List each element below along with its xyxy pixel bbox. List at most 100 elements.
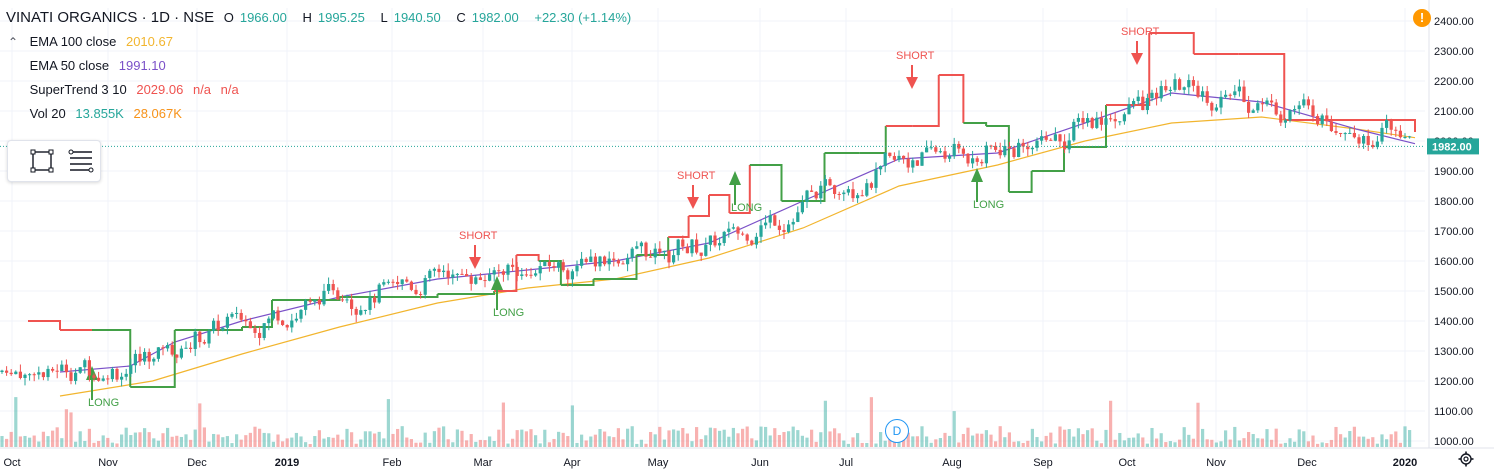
chevron-up-icon[interactable]: ⌃ bbox=[7, 35, 19, 49]
volume-bar bbox=[741, 428, 745, 447]
ohlc-open: O 1966.00 bbox=[223, 10, 287, 25]
symbol-title[interactable]: VINATI ORGANICS · 1D · NSE bbox=[6, 9, 215, 26]
price-tick-label: 1000.00 bbox=[1434, 436, 1474, 448]
candle-body bbox=[23, 374, 27, 378]
candle-body bbox=[304, 300, 308, 310]
time-tick-label: Jun bbox=[751, 457, 769, 469]
candle-body bbox=[667, 250, 671, 263]
volume-bar bbox=[823, 400, 827, 447]
short-signal: SHORT bbox=[677, 170, 716, 209]
candle-body bbox=[55, 370, 59, 372]
candle-body bbox=[368, 297, 372, 310]
volume-bar bbox=[166, 427, 170, 447]
candle-body bbox=[1145, 98, 1149, 111]
candle-body bbox=[1352, 132, 1356, 138]
volume-bar bbox=[837, 433, 841, 447]
short-signal: SHORT bbox=[1121, 26, 1160, 65]
volume-bar bbox=[78, 431, 82, 447]
candle-body bbox=[653, 248, 657, 258]
volume-bar bbox=[69, 412, 73, 447]
volume-bar bbox=[570, 405, 574, 447]
candle-body bbox=[396, 281, 400, 285]
exclamation-icon[interactable]: ! bbox=[1413, 9, 1431, 27]
price-tick-label: 1100.00 bbox=[1434, 406, 1473, 418]
volume-bar bbox=[41, 431, 45, 447]
candle-body bbox=[1178, 79, 1182, 90]
volume-bar bbox=[253, 426, 257, 447]
candle-body bbox=[299, 309, 303, 319]
volume-bar bbox=[97, 441, 101, 447]
candle-body bbox=[363, 309, 367, 311]
candle-body bbox=[317, 299, 321, 305]
candle-body bbox=[354, 308, 358, 315]
volume-bar bbox=[957, 442, 961, 447]
volume-bar bbox=[851, 437, 855, 447]
candle-body bbox=[534, 273, 538, 276]
volume-bar bbox=[28, 437, 32, 447]
volume-bar bbox=[1132, 437, 1136, 447]
volume-bar bbox=[244, 435, 248, 447]
candle-body bbox=[1394, 129, 1398, 131]
legend-supertrend[interactable]: SuperTrend 3 10 2029.06 n/a n/a bbox=[6, 78, 637, 102]
ema50-value: 1991.10 bbox=[118, 58, 166, 73]
volume-bar bbox=[639, 439, 643, 447]
supertrend-segment bbox=[1031, 147, 1065, 172]
volume-bar bbox=[892, 440, 896, 447]
volume-bar bbox=[764, 426, 768, 447]
supertrend-segment bbox=[938, 74, 965, 123]
legend-ema50[interactable]: EMA 50 close 1991.10 bbox=[6, 54, 637, 78]
candle-body bbox=[630, 248, 634, 258]
volume-bar bbox=[754, 440, 758, 447]
volume-bar bbox=[313, 436, 317, 447]
volume-bar bbox=[777, 435, 781, 447]
vol-label: Vol 20 bbox=[29, 106, 66, 121]
volume-bar bbox=[580, 434, 584, 447]
volume-bar bbox=[1205, 439, 1209, 447]
candle-body bbox=[524, 274, 528, 276]
volume-bar bbox=[1251, 434, 1255, 447]
candle-body bbox=[957, 143, 961, 149]
volume-bar bbox=[1256, 438, 1260, 447]
candle-body bbox=[497, 270, 501, 272]
volume-bar bbox=[1081, 434, 1085, 447]
volume-bar bbox=[1233, 426, 1237, 447]
candle-body bbox=[975, 158, 979, 162]
candle-body bbox=[1099, 117, 1103, 125]
dividend-badge[interactable]: D bbox=[885, 419, 909, 443]
volume-bar bbox=[1357, 436, 1361, 447]
volume-bar bbox=[690, 441, 694, 447]
volume-bar bbox=[800, 435, 804, 447]
volume-bar bbox=[603, 431, 607, 447]
rectangle-icon[interactable] bbox=[30, 149, 54, 173]
volume-bar bbox=[115, 443, 119, 447]
volume-bar bbox=[1159, 433, 1163, 447]
candle-body bbox=[938, 151, 942, 153]
volume-bar bbox=[975, 433, 979, 447]
volume-bar bbox=[60, 438, 64, 447]
candle-body bbox=[644, 242, 648, 257]
legend-volume[interactable]: Vol 20 13.855K 28.067K bbox=[6, 102, 637, 126]
lines-icon[interactable] bbox=[68, 149, 94, 173]
volume-bar bbox=[1403, 426, 1407, 447]
candle-body bbox=[658, 248, 662, 253]
candle-body bbox=[529, 274, 533, 276]
volume-bar bbox=[474, 441, 478, 447]
candle-body bbox=[18, 371, 22, 378]
volume-bar bbox=[336, 434, 340, 447]
candle-body bbox=[455, 273, 459, 275]
legend-ema100[interactable]: ⌃ EMA 100 close 2010.67 bbox=[6, 30, 637, 54]
volume-bar bbox=[1076, 428, 1080, 447]
volume-bar bbox=[1210, 439, 1214, 447]
volume-bar bbox=[708, 427, 712, 447]
supertrend-segment bbox=[1238, 53, 1286, 120]
volume-bar bbox=[32, 435, 36, 447]
candle-body bbox=[336, 290, 340, 300]
volume-bar bbox=[906, 432, 910, 447]
candle-body bbox=[511, 264, 515, 267]
supertrend-label: SuperTrend 3 10 bbox=[29, 82, 127, 97]
candle-body bbox=[115, 368, 119, 380]
gear-icon[interactable] bbox=[1458, 451, 1474, 467]
candle-body bbox=[865, 183, 869, 196]
volume-bar bbox=[478, 439, 482, 447]
